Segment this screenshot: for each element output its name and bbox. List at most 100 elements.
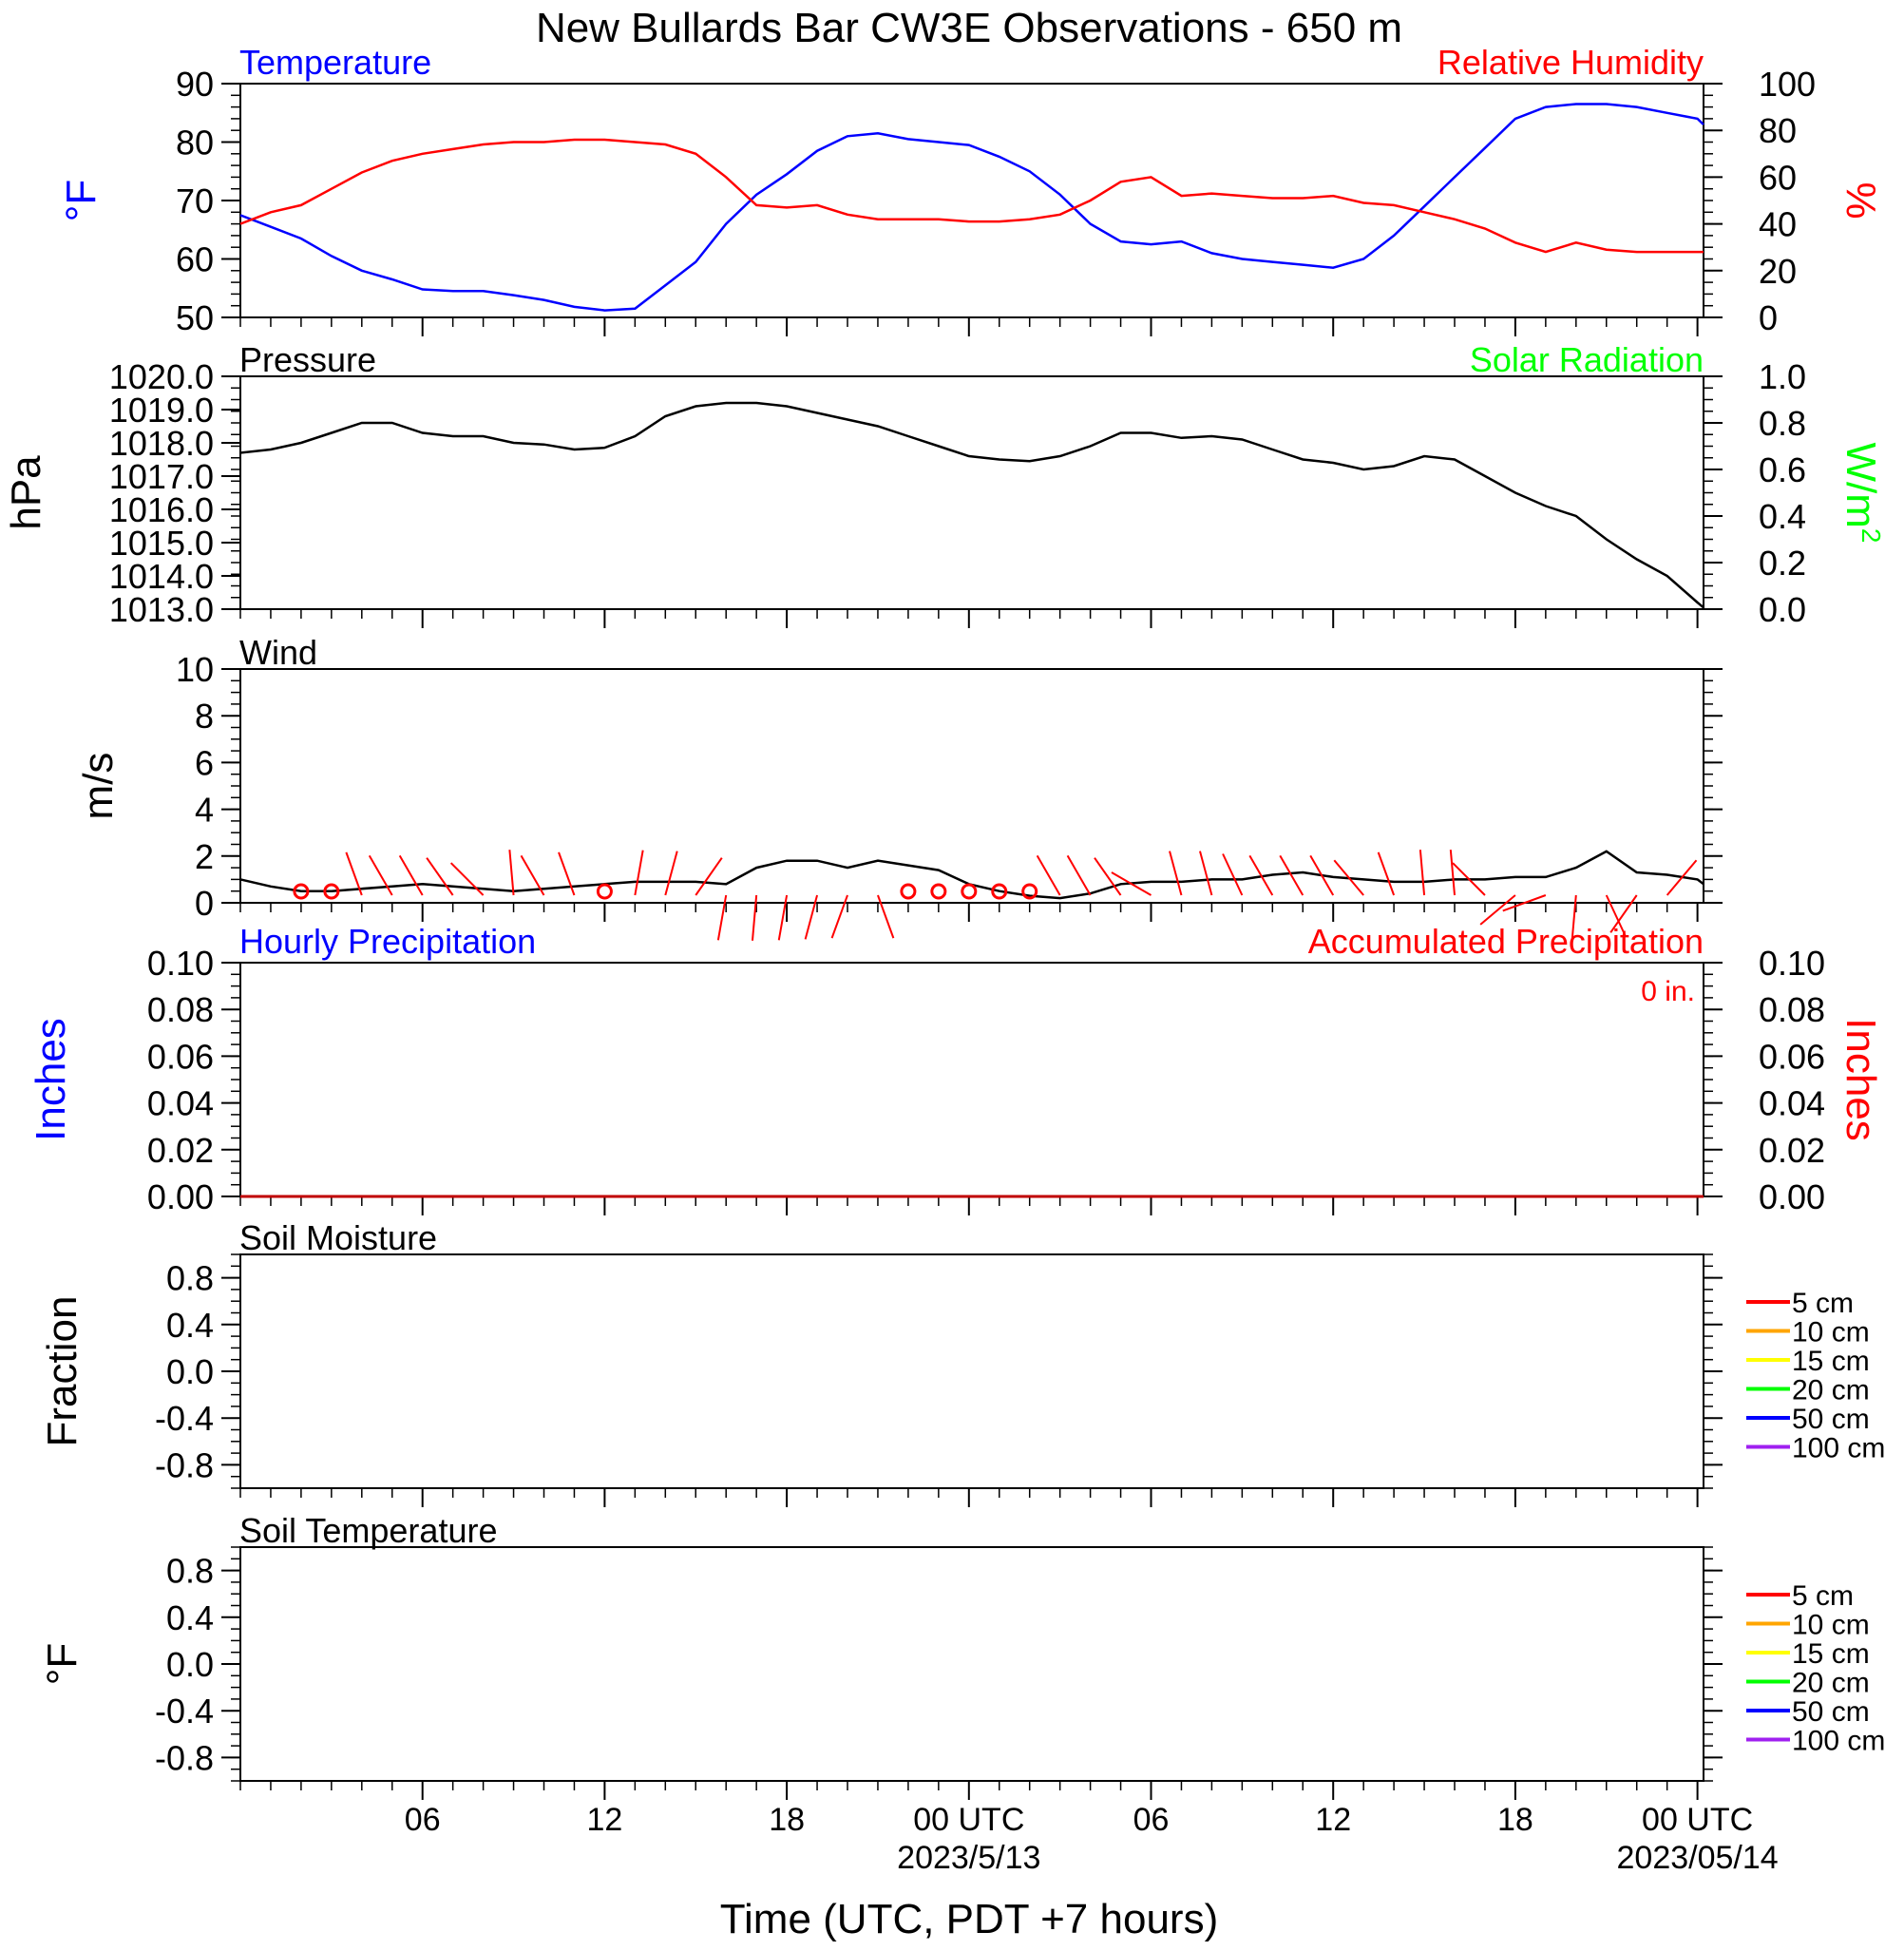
y-tick-label-left: 0.4: [166, 1306, 214, 1345]
y-tick-label-left: 80: [176, 124, 214, 163]
legend-label: 100 cm: [1792, 1433, 1885, 1464]
x-tick-date-label: 2023/5/13: [897, 1840, 1040, 1876]
y-tick-label-right: 0.10: [1759, 944, 1825, 983]
x-tick-label: 12: [1315, 1802, 1351, 1838]
wind-barb: [1418, 850, 1426, 896]
legend-label: 10 cm: [1792, 1317, 1870, 1348]
wind-barb: [1094, 857, 1122, 896]
x-tick-label: 18: [1497, 1802, 1533, 1838]
wind-barb: [716, 894, 728, 941]
wind-barb: [426, 857, 454, 896]
y-tick-label-left: 1015.0: [109, 524, 214, 563]
y-axis-label-left: Fraction: [39, 1296, 86, 1447]
wind-barb: [1605, 894, 1627, 937]
y-axis-label-left: m/s: [75, 753, 122, 820]
y-axis-label-left: °F: [58, 180, 105, 221]
y-tick-label-left: 1019.0: [109, 391, 214, 430]
wind-barb: [1609, 894, 1638, 933]
series-line-pressure: [239, 401, 1704, 609]
wind-barb: [664, 851, 678, 896]
legend-label: 10 cm: [1792, 1610, 1870, 1641]
panels-group: Temperature Relative Humidity506070809002…: [3, 43, 1886, 1876]
y-tick-label-right: 80: [1759, 111, 1797, 150]
y-tick-label-left: 1020.0: [109, 357, 214, 396]
wind-barb: [751, 894, 758, 941]
legend-label: 100 cm: [1792, 1726, 1885, 1757]
x-tick-label: 06: [1133, 1802, 1170, 1838]
y-tick-label-left: 2: [195, 837, 214, 876]
wind-barb: [1377, 851, 1396, 896]
panel-wind: Wind 0 2 4 6 8 10 m/s: [75, 633, 1723, 941]
wind-barb: [345, 851, 363, 896]
y-tick-label-left: 8: [195, 697, 214, 736]
legend-label: 15 cm: [1792, 1346, 1870, 1377]
y-tick-label-left: 1016.0: [109, 490, 214, 529]
wind-barb-calm: [596, 883, 613, 900]
y-tick-label-left: 1018.0: [109, 424, 214, 463]
legend-label: 50 cm: [1792, 1404, 1870, 1435]
y-tick-label-left: 70: [176, 182, 214, 220]
y-tick-label-left: 0: [195, 884, 214, 923]
y-tick-label-left: 1017.0: [109, 457, 214, 496]
x-tick-label: 00 UTC: [1642, 1802, 1753, 1838]
wind-barb: [520, 854, 545, 896]
y-tick-label-left: -0.4: [155, 1692, 214, 1731]
legend-label: 5 cm: [1792, 1288, 1854, 1319]
y-tick-label-left: 0.8: [166, 1259, 214, 1298]
y-tick-label-right: 0: [1759, 298, 1778, 337]
wind-barb-calm: [323, 883, 340, 900]
wind-barb: [804, 894, 819, 940]
y-tick-label-left: 90: [176, 65, 214, 104]
y-tick-label-left: 0.00: [147, 1177, 214, 1216]
y-tick-label-right: 0.2: [1759, 544, 1806, 583]
wind-barb: [777, 894, 789, 941]
x-axis-label: Time (UTC, PDT +7 hours): [720, 1896, 1218, 1942]
y-tick-label-left: 1013.0: [109, 590, 214, 629]
y-axis-label-left: Inches: [28, 1018, 74, 1141]
panel-left-title: Hourly Precipitation: [239, 922, 536, 961]
wind-barb: [1169, 851, 1183, 896]
wind-barb: [508, 850, 515, 896]
y-tick-label-left: 4: [195, 791, 214, 830]
wind-barb: [1309, 854, 1335, 896]
y-tick-label-left: 0.0: [166, 1352, 214, 1391]
wind-barb: [1571, 894, 1577, 941]
y-tick-label-right: 0.4: [1759, 497, 1806, 536]
wind-barb: [1479, 894, 1516, 926]
wind-barb: [1199, 851, 1213, 896]
y-tick-label-right: 20: [1759, 252, 1797, 291]
y-tick-label-right: 0.08: [1759, 990, 1825, 1029]
series-line-temperature: [239, 103, 1704, 312]
wind-barb-calm: [293, 883, 310, 900]
y-tick-label-left: 10: [176, 650, 214, 689]
y-tick-label-left: 0.4: [166, 1598, 214, 1637]
wind-barb: [368, 854, 393, 896]
y-tick-label-right: 0.0: [1759, 590, 1806, 629]
series-line-wind: [239, 850, 1704, 900]
panel-right-title: Solar Radiation: [1470, 340, 1704, 379]
wind-barb: [877, 894, 895, 939]
legend-label: 20 cm: [1792, 1668, 1870, 1699]
wind-barb-calm: [991, 883, 1008, 900]
y-tick-label-left: 50: [176, 298, 214, 337]
x-tick-date-label: 2023/05/14: [1617, 1840, 1779, 1876]
wind-barb: [449, 862, 485, 896]
y-axis-label-right: Inches: [1837, 1018, 1884, 1141]
y-tick-label-left: -0.8: [155, 1738, 214, 1777]
y-tick-label-left: 0.02: [147, 1131, 214, 1170]
y-axis-label-right: W/m2: [1837, 443, 1886, 544]
legend-label: 5 cm: [1792, 1580, 1854, 1612]
y-axis-label-right: %: [1837, 182, 1884, 219]
panel-left-title: Pressure: [239, 340, 376, 379]
y-tick-label-left: 0.04: [147, 1084, 214, 1123]
wind-barb: [634, 850, 644, 896]
panel-pressure-solar: Pressure Solar Radiation 1013.01014.01015.…: [3, 340, 1886, 629]
y-tick-label-left: 0.08: [147, 990, 214, 1029]
wind-barb-calm: [1021, 883, 1038, 900]
y-tick-label-left: 6: [195, 743, 214, 782]
wind-barb: [1333, 859, 1364, 896]
y-tick-label-left: 0.10: [147, 944, 214, 983]
wind-barb-calm: [900, 883, 917, 900]
y-tick-label-left: -0.4: [155, 1399, 214, 1438]
wind-barb-calm: [961, 883, 978, 900]
